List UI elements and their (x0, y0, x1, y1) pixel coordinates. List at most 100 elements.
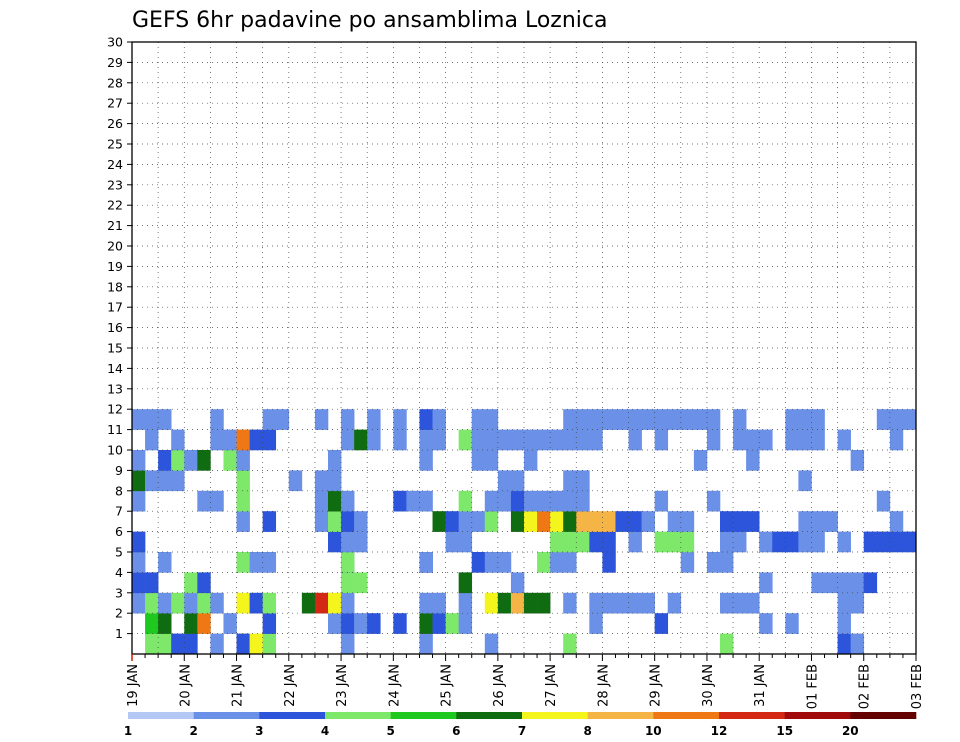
heatmap-cell (262, 592, 277, 614)
heatmap-cell (341, 409, 355, 430)
heatmap-cell (197, 450, 211, 471)
heatmap-cell (902, 409, 917, 430)
y-tick-label: 1 (115, 626, 123, 641)
y-tick-label: 5 (115, 545, 123, 560)
heatmap-cell (445, 511, 459, 532)
heatmap-cell (589, 613, 603, 634)
legend-label: 20 (842, 724, 859, 738)
heatmap-cell (419, 409, 433, 430)
heatmap-cell (563, 552, 577, 573)
heatmap-cell (458, 429, 473, 451)
y-tick-label: 23 (107, 177, 123, 192)
heatmap-cell (889, 531, 904, 553)
y-tick-label: 30 (107, 35, 123, 50)
heatmap-cell (484, 490, 499, 512)
y-tick-label: 22 (107, 198, 123, 213)
heatmap-cell (432, 429, 446, 451)
heatmap-cell (667, 531, 682, 553)
x-axis: 19 JAN 20 JAN 21 JAN 22 JAN 23 JAN 24 JAN 25 J… (126, 654, 925, 709)
heatmap-cell (889, 511, 904, 532)
heatmap-cell (341, 490, 355, 512)
heatmap-cell (550, 531, 564, 553)
heatmap-cell (628, 592, 642, 614)
heatmap-cell (720, 511, 734, 532)
heatmap-cell (733, 429, 747, 451)
y-axis: 1234567891011121314151617181920212223242… (107, 35, 132, 641)
heatmap-cell (419, 613, 433, 634)
heatmap-cell (184, 572, 198, 594)
x-tick-label: 25 JAN (440, 664, 455, 707)
dotted-grid (132, 42, 916, 654)
heatmap-cell (210, 409, 224, 430)
chart-title: GEFS 6hr padavine po ansamblima Loznica (132, 8, 607, 33)
heatmap-cell (733, 531, 747, 553)
legend: 1 2 3 4 5 6 7 8 10 12 15 20 (124, 712, 917, 738)
heatmap-cell (811, 429, 825, 451)
y-tick-label: 29 (107, 55, 123, 70)
y-tick-label: 28 (107, 75, 123, 90)
heatmap-cell (236, 490, 250, 512)
heatmap-cell (132, 572, 146, 594)
heatmap-cell (524, 511, 538, 532)
heatmap-cell (576, 490, 590, 512)
x-tick-label: 31 JAN (753, 664, 768, 707)
x-tick-label: 19 JAN (126, 664, 141, 707)
heatmap-cell (589, 409, 603, 430)
heatmap-cell (811, 531, 825, 553)
heatmap-cell (223, 613, 237, 634)
heatmap-cell (236, 470, 250, 492)
heatmap-cell (537, 552, 551, 573)
x-tick-label: 28 JAN (596, 664, 611, 707)
heatmap-cell (354, 613, 368, 634)
heatmap-cell (654, 531, 669, 553)
heatmap-cell (497, 552, 512, 573)
heatmap-cell (236, 450, 250, 471)
y-tick-label: 13 (107, 381, 123, 396)
heatmap-cell (876, 409, 891, 430)
heatmap-cell (158, 592, 172, 614)
heatmap-cell (432, 592, 446, 614)
legend-label: 15 (776, 724, 793, 738)
heatmap-cell (354, 511, 368, 532)
heatmap-cells (132, 409, 917, 655)
heatmap-cell (419, 633, 433, 655)
heatmap-cell (471, 429, 486, 451)
heatmap-cell (236, 552, 250, 573)
heatmap-cell (262, 429, 277, 451)
heatmap-cell (132, 409, 146, 430)
legend-swatch (390, 712, 457, 719)
heatmap-cell (314, 470, 329, 492)
heatmap-cell (158, 633, 172, 655)
heatmap-cell (406, 490, 420, 512)
heatmap-cell (589, 429, 603, 451)
heatmap-cell (850, 572, 865, 594)
heatmap-cell (301, 592, 316, 614)
y-tick-label: 17 (107, 300, 123, 315)
heatmap-cell (471, 409, 486, 430)
heatmap-cell (798, 511, 812, 532)
heatmap-cell (589, 592, 603, 614)
x-tick-label: 21 JAN (231, 664, 246, 707)
y-tick-label: 3 (115, 585, 123, 600)
heatmap-cell (759, 572, 773, 594)
heatmap-cell (667, 409, 682, 430)
heatmap-cell (419, 552, 433, 573)
heatmap-cell (262, 613, 277, 634)
heatmap-cell (589, 511, 603, 532)
heatmap-cell (393, 613, 407, 634)
heatmap-cell (602, 409, 616, 430)
heatmap-cell (550, 429, 564, 451)
y-tick-label: 10 (107, 443, 123, 458)
heatmap-cell (341, 633, 355, 655)
heatmap-cell (706, 429, 721, 451)
heatmap-cell (576, 429, 590, 451)
heatmap-cell (811, 572, 825, 594)
y-tick-label: 18 (107, 279, 123, 294)
heatmap-cell (171, 633, 185, 655)
heatmap-cell (145, 409, 159, 430)
heatmap-cell (497, 470, 512, 492)
heatmap-cell (837, 592, 851, 614)
heatmap-cell (458, 613, 473, 634)
heatmap-cell (223, 429, 237, 451)
heatmap-cell (393, 429, 407, 451)
